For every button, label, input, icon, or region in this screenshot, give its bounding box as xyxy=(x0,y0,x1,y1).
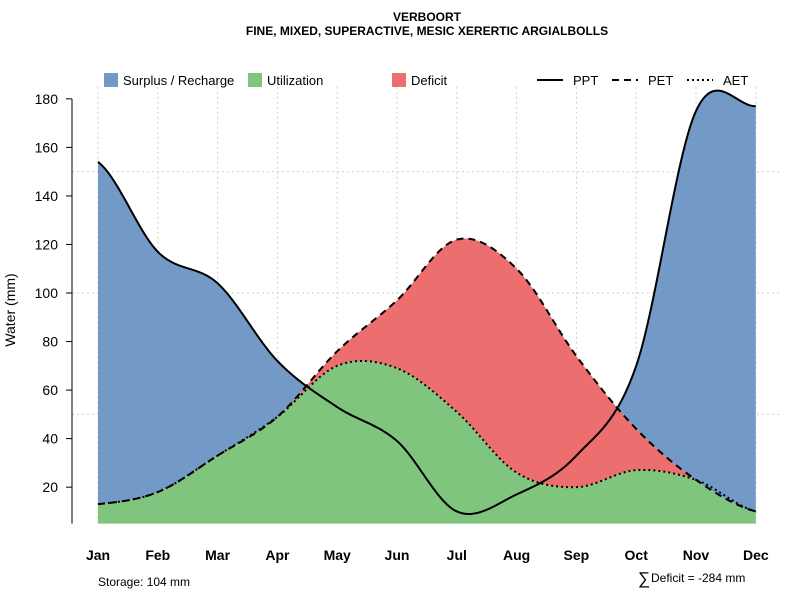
y-tick-label: 140 xyxy=(35,188,59,204)
x-tick-label: May xyxy=(324,547,351,563)
x-tick-label: Nov xyxy=(683,547,710,563)
deficit-total-note: Deficit = -284 mm xyxy=(651,571,746,585)
chart-subtitle: FINE, MIXED, SUPERACTIVE, MESIC XERERTIC… xyxy=(245,24,609,38)
utilization-area xyxy=(98,360,756,524)
sum-icon: ∑ xyxy=(638,569,651,588)
x-tick-label: Dec xyxy=(743,547,769,563)
legend-label: Surplus / Recharge xyxy=(123,73,234,88)
legend-label: AET xyxy=(723,73,748,88)
legend-swatch-surplus-recharge xyxy=(104,73,118,87)
series-line-ppt xyxy=(97,89,756,515)
x-tick-label: Oct xyxy=(625,547,649,563)
y-tick-label: 160 xyxy=(35,139,59,155)
chart-title: VERBOORT xyxy=(392,10,461,24)
surplus-recharge-area xyxy=(98,90,756,512)
x-tick-label: Sep xyxy=(564,547,590,563)
x-tick-label: Feb xyxy=(145,547,170,563)
legend-label: Utilization xyxy=(267,73,323,88)
legend-swatch-utilization xyxy=(248,73,262,87)
y-tick-label: 180 xyxy=(35,91,59,107)
y-tick-label: 40 xyxy=(42,431,58,447)
x-tick-label: Aug xyxy=(503,547,530,563)
deficit-area xyxy=(98,238,756,512)
y-tick-label: 80 xyxy=(42,334,58,350)
y-axis-label: Water (mm) xyxy=(2,273,18,346)
legend-swatch-deficit xyxy=(392,73,406,87)
x-tick-label: Jan xyxy=(86,547,110,563)
y-tick-label: 60 xyxy=(42,382,58,398)
y-tick-label: 120 xyxy=(35,236,59,252)
y-tick-label: 100 xyxy=(35,285,59,301)
legend-label: Deficit xyxy=(411,73,448,88)
y-tick-label: 20 xyxy=(42,479,58,495)
legend-label: PPT xyxy=(573,73,598,88)
legend-label: PET xyxy=(648,73,673,88)
storage-note: Storage: 104 mm xyxy=(98,575,191,589)
x-tick-label: Jul xyxy=(447,547,467,563)
x-tick-label: Jun xyxy=(385,547,410,563)
x-tick-label: Mar xyxy=(205,547,230,563)
x-tick-label: Apr xyxy=(265,547,290,563)
